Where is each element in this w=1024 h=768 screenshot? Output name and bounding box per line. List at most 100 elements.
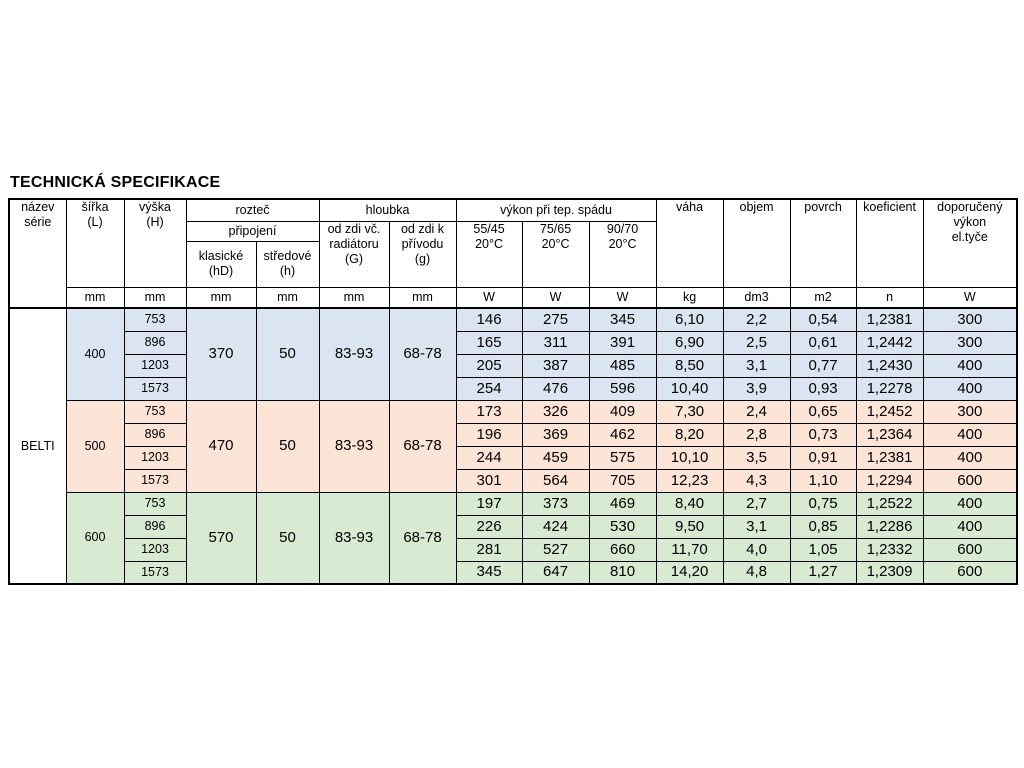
- height-cell: 1573: [123, 376, 187, 401]
- table-row: 600 753 570 50 83-93 68-78 197 373 469 8…: [9, 491, 1018, 585]
- table-row: 1203 244 459 575 10,10 3,5 0,91 1,2381 4…: [9, 445, 1018, 470]
- data-cell: 345: [455, 560, 523, 585]
- data-cell: 173: [455, 399, 523, 424]
- data-cell: 1,10: [789, 468, 857, 493]
- width-cell: 500: [65, 399, 125, 493]
- data-cell: 9,50: [655, 514, 724, 539]
- header-stredove: středové (h): [255, 240, 320, 288]
- data-cell: 400: [922, 422, 1018, 447]
- data-cell: 400: [922, 376, 1018, 401]
- data-cell: 6,90: [655, 330, 724, 355]
- data-cell: 409: [588, 399, 657, 424]
- data-cell: 300: [922, 330, 1018, 355]
- data-cell: 1,2452: [855, 399, 924, 424]
- data-cell: 275: [521, 307, 590, 332]
- data-cell: 8,40: [655, 491, 724, 516]
- data-cell: 459: [521, 445, 590, 470]
- width-cell: 600: [65, 491, 125, 585]
- table-body: BELTI 400 753 370 50 83-93 68-78 146 275…: [8, 307, 1018, 585]
- depth-radiator-cell: 83-93: [318, 399, 390, 493]
- unit-cell: mm: [388, 286, 457, 309]
- data-cell: 705: [588, 468, 657, 493]
- data-cell: 8,50: [655, 353, 724, 378]
- data-cell: 4,0: [722, 537, 791, 562]
- depth-radiator-cell: 83-93: [318, 307, 390, 401]
- data-cell: 345: [588, 307, 657, 332]
- data-cell: 369: [521, 422, 590, 447]
- header-vykon: výkon při tep. spádu: [455, 198, 657, 222]
- table-row: 1573 345 647 810 14,20 4,8 1,27 1,2309 6…: [9, 560, 1018, 585]
- data-cell: 311: [521, 330, 590, 355]
- unit-cell: mm: [318, 286, 390, 309]
- data-cell: 197: [455, 491, 523, 516]
- depth-privod-cell: 68-78: [388, 491, 457, 585]
- data-cell: 3,9: [722, 376, 791, 401]
- pitch-klasicke-cell: 570: [185, 491, 257, 585]
- data-cell: 10,40: [655, 376, 724, 401]
- data-cell: 600: [922, 560, 1018, 585]
- data-cell: 600: [922, 537, 1018, 562]
- pitch-stredove-cell: 50: [255, 491, 320, 585]
- data-cell: 0,65: [789, 399, 857, 424]
- data-cell: 8,20: [655, 422, 724, 447]
- data-cell: 600: [922, 468, 1018, 493]
- data-cell: 373: [521, 491, 590, 516]
- data-cell: 326: [521, 399, 590, 424]
- data-cell: 527: [521, 537, 590, 562]
- header-sirka: šířka (L): [65, 198, 125, 288]
- table-row: 896 165 311 391 6,90 2,5 0,61 1,2442 300: [9, 330, 1018, 355]
- data-cell: 254: [455, 376, 523, 401]
- header-spad-9070: 90/70 20°C: [588, 220, 657, 288]
- spec-table: název série šířka (L) výška (H) rozteč h…: [8, 198, 1019, 585]
- data-cell: 810: [588, 560, 657, 585]
- table-row: 1573 301 564 705 12,23 4,3 1,10 1,2294 6…: [9, 468, 1018, 493]
- data-cell: 6,10: [655, 307, 724, 332]
- header-klasicke: klasické (hD): [185, 240, 257, 288]
- table-row: 1573 254 476 596 10,40 3,9 0,93 1,2278 4…: [9, 376, 1018, 401]
- data-cell: 1,27: [789, 560, 857, 585]
- table-header: název série šířka (L) výška (H) rozteč h…: [8, 198, 1018, 309]
- data-cell: 2,5: [722, 330, 791, 355]
- height-cell: 896: [123, 514, 187, 539]
- height-cell: 1203: [123, 353, 187, 378]
- unit-cell: W: [588, 286, 657, 309]
- data-cell: 226: [455, 514, 523, 539]
- header-pripojeni: připojení: [185, 220, 320, 242]
- page-title: TECHNICKÁ SPECIFIKACE: [10, 174, 221, 191]
- series-name-cell: BELTI: [8, 307, 67, 585]
- data-cell: 300: [922, 307, 1018, 332]
- height-cell: 896: [123, 330, 187, 355]
- data-cell: 0,93: [789, 376, 857, 401]
- data-cell: 2,8: [722, 422, 791, 447]
- data-cell: 196: [455, 422, 523, 447]
- data-cell: 1,2381: [855, 445, 924, 470]
- height-cell: 1203: [123, 445, 187, 470]
- data-cell: 530: [588, 514, 657, 539]
- data-cell: 400: [922, 445, 1018, 470]
- data-cell: 0,77: [789, 353, 857, 378]
- data-cell: 281: [455, 537, 523, 562]
- table-row: 500 753 470 50 83-93 68-78 173 326 409 7…: [9, 399, 1018, 493]
- data-cell: 7,30: [655, 399, 724, 424]
- data-cell: 2,4: [722, 399, 791, 424]
- data-cell: 647: [521, 560, 590, 585]
- data-cell: 301: [455, 468, 523, 493]
- height-cell: 1203: [123, 537, 187, 562]
- unit-cell: mm: [255, 286, 320, 309]
- data-cell: 476: [521, 376, 590, 401]
- data-cell: 1,2442: [855, 330, 924, 355]
- data-cell: 400: [922, 353, 1018, 378]
- data-cell: 1,2286: [855, 514, 924, 539]
- header-row-2: připojení od zdi vč. radiátoru (G) od zd…: [9, 220, 1017, 288]
- height-cell: 753: [123, 399, 187, 424]
- height-cell: 753: [123, 491, 187, 516]
- table-row: 1203 205 387 485 8,50 3,1 0,77 1,2430 40…: [9, 353, 1018, 378]
- header-hloubka: hloubka: [318, 198, 457, 222]
- data-cell: 3,5: [722, 445, 791, 470]
- data-cell: 1,2309: [855, 560, 924, 585]
- header-spad-5545: 55/45 20°C: [455, 220, 523, 288]
- header-koeficient: koeficient: [855, 198, 924, 288]
- data-cell: 469: [588, 491, 657, 516]
- data-cell: 11,70: [655, 537, 724, 562]
- header-row-3: klasické (hD) středové (h): [9, 240, 1017, 288]
